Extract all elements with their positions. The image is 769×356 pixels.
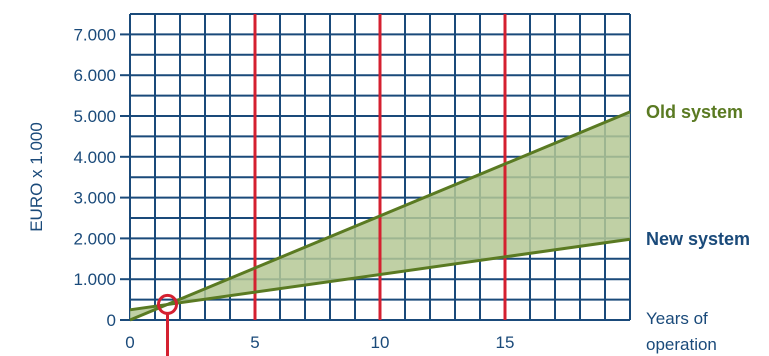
x-tick-label: 10: [371, 333, 390, 352]
y-axis-title: EURO x 1.000: [27, 122, 46, 232]
y-axis-ticks: 0 1.000 2.000 3.000 4.000 5.000 6.000 7.000: [73, 25, 116, 330]
x-tick-label: 0: [125, 333, 134, 352]
y-tick-label: 0: [107, 311, 116, 330]
y-tick-label: 2.000: [73, 229, 116, 248]
y-tick-label: 4.000: [73, 148, 116, 167]
series-line-old-system: [129, 110, 631, 322]
series-label-new-system: New system: [646, 229, 750, 249]
x-tick-label: 15: [496, 333, 515, 352]
series-lines: [129, 110, 631, 322]
series-line-new-system: [129, 237, 631, 312]
x-axis-title-line-2: operation: [646, 335, 717, 354]
break-even-marker: [157, 293, 178, 356]
y-tick-label: 7.000: [73, 25, 116, 44]
x-tick-label: 5: [250, 333, 259, 352]
y-tick-label: 5.000: [73, 107, 116, 126]
x-axis-ticks: 0 5 10 15: [125, 333, 514, 352]
y-tick-label: 3.000: [73, 189, 116, 208]
series-label-old-system: Old system: [646, 102, 743, 122]
x-axis-title-line-1: Years of: [646, 309, 708, 328]
y-tick-label: 1.000: [73, 270, 116, 289]
y-tick-label: 6.000: [73, 66, 116, 85]
